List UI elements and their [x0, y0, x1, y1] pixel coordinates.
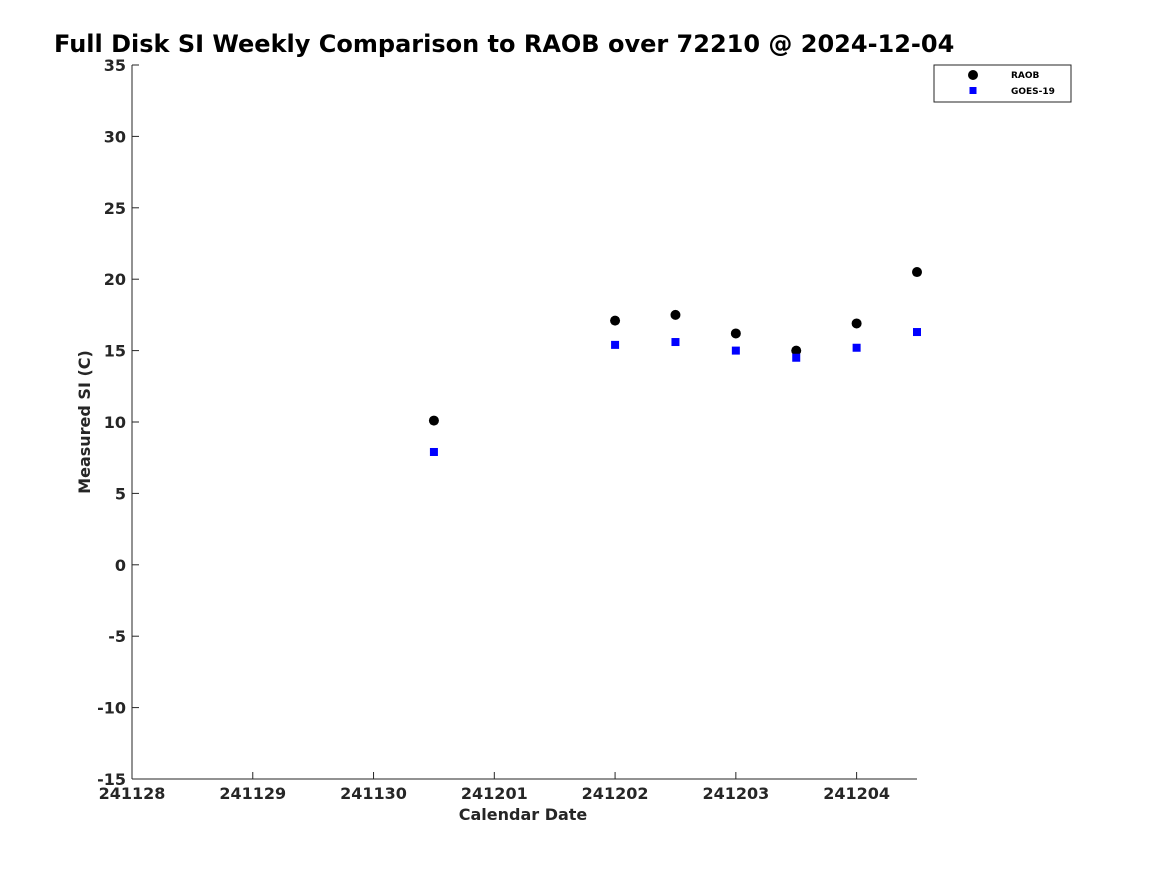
y-ticks: 35 30 25 20 15 10 5 0 -5 -10 -15	[97, 56, 139, 789]
x-tick-label: 241129	[219, 784, 286, 803]
point-raob	[912, 267, 922, 278]
legend-label-raob: RAOB	[1011, 71, 1040, 81]
x-tick-label: 241203	[702, 784, 769, 803]
point-raob	[851, 318, 862, 329]
point-goes19	[429, 447, 438, 456]
point-raob	[791, 345, 802, 356]
x-ticks: 241128 241129 241130 241201 241202 241203 2412…	[99, 772, 890, 803]
x-tick-label: 241201	[461, 784, 528, 803]
point-goes19	[792, 353, 801, 362]
x-tick-label: 241204	[823, 784, 890, 803]
chart-title: Full Disk SI Weekly Comparison to RAOB o…	[54, 30, 954, 58]
legend-label-goes19: GOES-19	[1011, 87, 1055, 97]
point-goes19	[852, 343, 861, 352]
legend-box	[933, 64, 1072, 103]
y-tick-label: -15	[97, 770, 126, 789]
y-tick-label: 0	[115, 556, 126, 575]
data-points	[428, 267, 922, 456]
y-tick-label: -5	[108, 627, 126, 646]
y-tick-label: 5	[115, 484, 126, 503]
y-axis-label: Measured SI (C)	[75, 350, 94, 494]
point-raob	[428, 415, 439, 426]
y-tick-label: 15	[104, 342, 126, 361]
point-goes19	[913, 328, 921, 337]
point-goes19	[731, 346, 740, 355]
x-tick-label: 241202	[582, 784, 649, 803]
point-goes19	[671, 338, 680, 347]
y-tick-label: 20	[104, 270, 126, 289]
legend-marker-raob	[968, 70, 978, 80]
y-tick-label: 10	[104, 413, 126, 432]
point-goes19	[611, 340, 620, 349]
legend-marker-goes19	[969, 87, 977, 94]
legend: RAOB GOES-19	[933, 64, 1072, 103]
x-axis-label: Calendar Date	[459, 805, 588, 824]
point-raob	[730, 328, 741, 339]
x-tick-label: 241128	[99, 784, 166, 803]
axes	[131, 65, 917, 780]
y-tick-label: -10	[97, 699, 126, 718]
y-tick-label: 30	[104, 127, 126, 146]
y-tick-label: 25	[104, 199, 126, 218]
point-raob	[610, 315, 621, 326]
y-tick-label: 35	[104, 56, 126, 75]
point-raob	[670, 309, 681, 320]
x-tick-label: 241130	[340, 784, 407, 803]
